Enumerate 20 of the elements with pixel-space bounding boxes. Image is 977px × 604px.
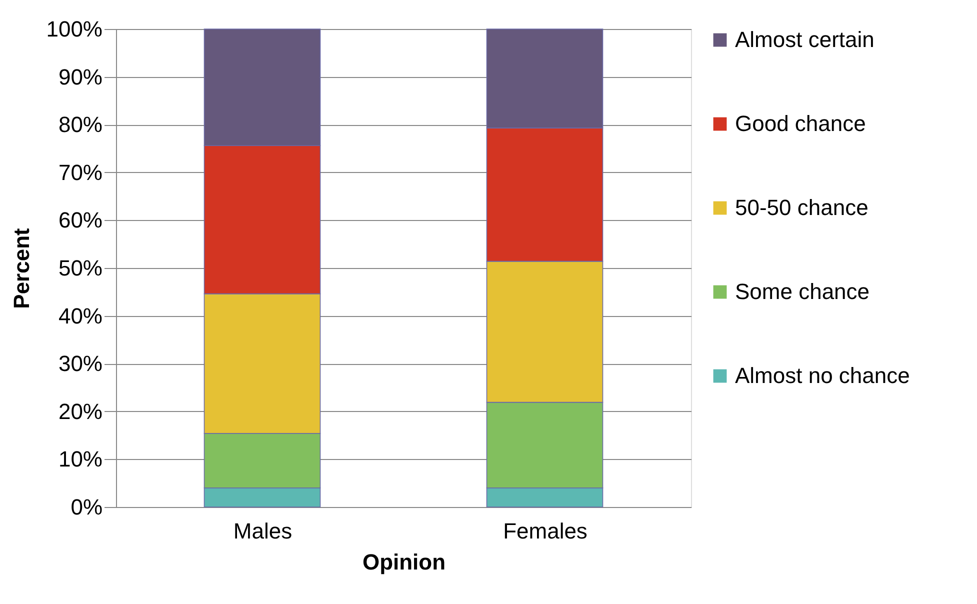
y-tick-label: 70%: [58, 160, 102, 185]
y-tick-label: 30%: [58, 351, 102, 376]
y-tick-label: 20%: [58, 398, 102, 424]
y-tick-label: 0%: [70, 494, 102, 520]
y-tick-label: 40%: [58, 303, 102, 328]
y-tick-label: 100%: [46, 16, 102, 42]
legend-label: Good chance: [735, 111, 866, 136]
legend-label: Almost no chance: [735, 363, 910, 388]
legend-label: Some chance: [735, 279, 870, 304]
y-tick-label: 80%: [58, 112, 102, 138]
y-tick-label: 10%: [58, 446, 102, 472]
y-axis-title: Percent: [9, 227, 34, 309]
y-tick-label: 90%: [58, 64, 102, 90]
legend-label: 50-50 chance: [735, 195, 868, 220]
y-tick-label: 50%: [58, 256, 102, 280]
x-tick-label: Males: [233, 518, 292, 544]
y-tick-label: 60%: [58, 208, 102, 233]
legend-label: Almost certain: [735, 27, 874, 52]
x-tick-label: Females: [503, 518, 588, 544]
x-axis-title: Opinion: [362, 550, 446, 574]
